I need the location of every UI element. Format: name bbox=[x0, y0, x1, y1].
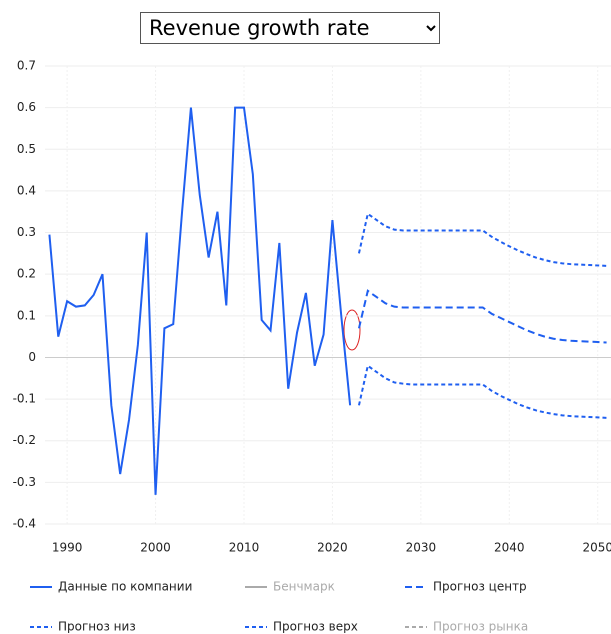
legend-label[interactable]: Бенчмарк bbox=[273, 580, 335, 594]
x-tick-label: 2020 bbox=[317, 541, 348, 555]
series-line bbox=[357, 364, 607, 419]
x-tick-label: 2040 bbox=[494, 541, 525, 555]
y-tick-label: 0.5 bbox=[17, 142, 36, 156]
series-line bbox=[48, 106, 352, 495]
x-tick-label: 2010 bbox=[229, 541, 260, 555]
x-tick-label: 2000 bbox=[140, 541, 171, 555]
metric-dropdown[interactable]: Revenue growth rate bbox=[140, 12, 440, 44]
x-tick-label: 1990 bbox=[52, 541, 83, 555]
legend-label[interactable]: Прогноз центр bbox=[433, 580, 527, 594]
y-tick-label: 0.6 bbox=[17, 100, 36, 114]
y-tick-label: 0.1 bbox=[17, 308, 36, 322]
series-line bbox=[357, 212, 607, 267]
y-tick-label: 0.2 bbox=[17, 267, 36, 281]
x-tick-label: 2050 bbox=[582, 541, 611, 555]
y-tick-label: 0.7 bbox=[17, 59, 36, 73]
legend-label[interactable]: Прогноз рынка bbox=[433, 620, 528, 634]
x-tick-label: 2030 bbox=[406, 541, 437, 555]
annotation-circle bbox=[343, 309, 361, 351]
legend-label[interactable]: Прогноз низ bbox=[58, 620, 136, 634]
y-tick-label: -0.4 bbox=[13, 517, 36, 531]
series-line bbox=[357, 289, 607, 344]
y-tick-label: 0 bbox=[28, 350, 36, 364]
y-tick-label: -0.1 bbox=[13, 392, 36, 406]
y-tick-label: -0.2 bbox=[13, 433, 36, 447]
legend-label[interactable]: Данные по компании bbox=[58, 580, 192, 594]
y-tick-label: -0.3 bbox=[13, 475, 36, 489]
y-tick-label: 0.3 bbox=[17, 225, 36, 239]
y-tick-label: 0.4 bbox=[17, 183, 36, 197]
legend-label[interactable]: Прогноз верх bbox=[273, 620, 358, 634]
